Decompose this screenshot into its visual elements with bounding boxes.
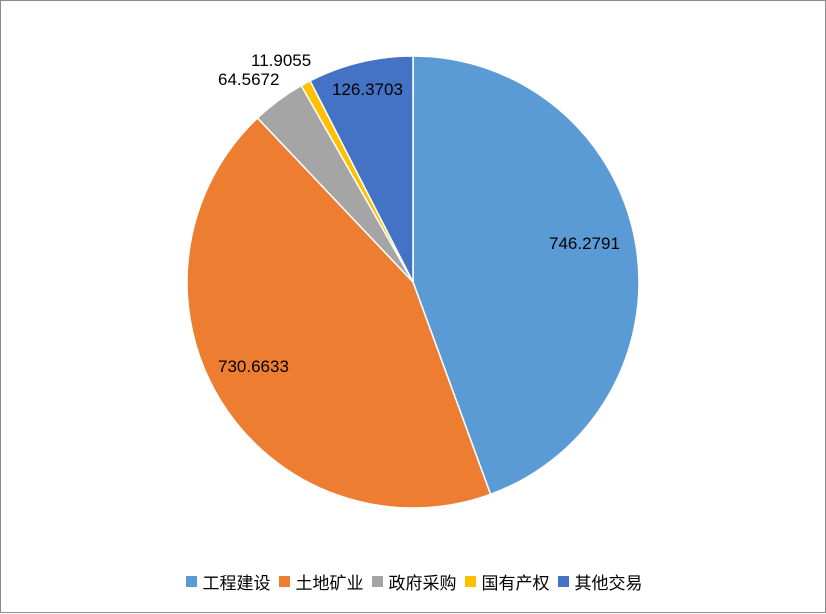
- legend-label: 工程建设: [202, 573, 271, 594]
- legend: 工程建设 土地矿业 政府采购 国有产权 其他交易: [1, 568, 826, 594]
- legend-item-gongcheng: 工程建设: [185, 569, 271, 594]
- legend-swatch: [185, 575, 197, 587]
- pie-slices: [186, 55, 640, 509]
- data-label-qita: 126.3703: [332, 80, 403, 99]
- legend-label: 政府采购: [388, 573, 457, 594]
- data-label-gongcheng: 746.2791: [549, 234, 620, 253]
- pie-slice-qita: [309, 55, 414, 283]
- data-label-guoyou: 11.9055: [251, 51, 311, 70]
- legend-swatch: [464, 575, 476, 587]
- data-label-tudi: 730.6633: [218, 357, 289, 376]
- data-labels: 746.2791 730.6633 64.5672 11.9055 126.37…: [218, 51, 620, 376]
- pie-slice-gongcheng: [412, 55, 640, 496]
- legend-item-qita: 其他交易: [557, 569, 643, 594]
- legend-item-guoyou: 国有产权: [464, 569, 550, 594]
- legend-swatch: [278, 575, 290, 587]
- legend-swatch: [371, 575, 383, 587]
- data-label-zhengfu: 64.5672: [218, 70, 279, 89]
- pie-slice-tudi: [186, 116, 492, 509]
- legend-label: 土地矿业: [295, 573, 364, 594]
- legend-label: 其他交易: [574, 573, 643, 594]
- legend-label: 国有产权: [481, 573, 550, 594]
- legend-item-tudi: 土地矿业: [278, 569, 364, 594]
- legend-item-zhengfu: 政府采购: [371, 569, 457, 594]
- legend-swatch: [557, 575, 569, 587]
